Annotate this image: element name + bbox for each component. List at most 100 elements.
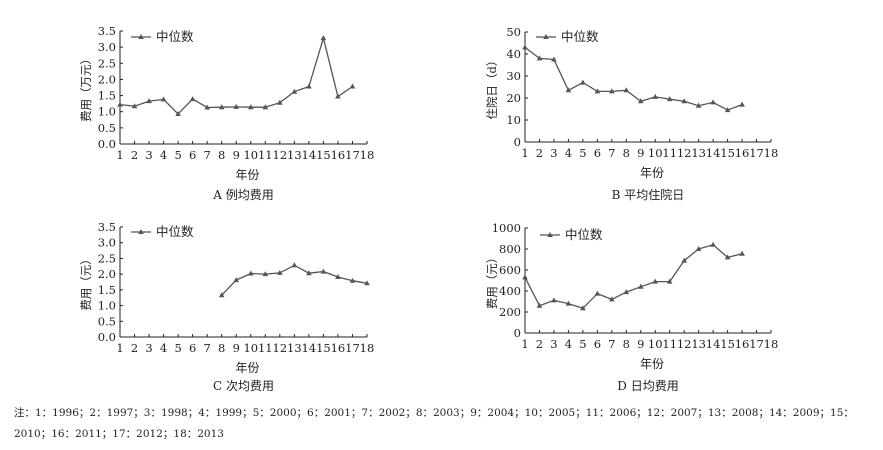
y-tick-label: 1.0 (98, 299, 116, 313)
x-tick-label: 2 (536, 337, 543, 351)
data-point (262, 104, 269, 110)
panel-caption: C 次均费用 (213, 379, 274, 393)
x-tick-label: 6 (189, 341, 196, 355)
y-tick-label: 3.0 (98, 236, 116, 250)
x-tick-label: 16 (331, 148, 346, 162)
x-tick-label: 7 (204, 341, 211, 355)
x-tick-label: 18 (764, 146, 779, 160)
y-tick-label: 0.5 (98, 314, 116, 328)
panel-caption: B 平均住院日 (612, 188, 685, 202)
data-point (277, 269, 283, 275)
data-point (710, 241, 716, 247)
y-tick-label: 3.0 (98, 40, 116, 54)
legend-label: 中位数 (561, 29, 599, 44)
x-tick-label: 12 (677, 337, 692, 351)
data-point (131, 103, 138, 109)
panel-caption: A 例均费用 (212, 188, 273, 202)
data-point (551, 56, 557, 62)
y-tick-label: 3.5 (98, 24, 116, 38)
x-axis-label: 年份 (235, 168, 259, 182)
data-point (609, 296, 615, 302)
x-tick-label: 2 (131, 341, 138, 355)
x-tick-label: 13 (287, 341, 302, 355)
data-point (536, 302, 543, 308)
data-point (189, 96, 196, 102)
data-point (291, 262, 298, 268)
data-point (248, 270, 254, 276)
x-tick-label: 8 (218, 341, 225, 355)
y-tick-label: 0 (514, 326, 521, 340)
series-line (524, 244, 743, 310)
legend-label: 中位数 (156, 29, 194, 44)
y-tick-label: 1.0 (98, 105, 116, 119)
data-point (291, 88, 298, 94)
figure-note: 注：1：1996；2：1997；3：1998；4：1999；5：2000；6：2… (14, 407, 854, 440)
data-point (623, 289, 630, 295)
x-tick-label: 14 (302, 148, 317, 162)
x-tick-label: 17 (345, 341, 360, 355)
y-tick-label: 20 (506, 91, 521, 105)
x-tick-label: 17 (749, 146, 764, 160)
x-tick-label: 12 (273, 148, 288, 162)
data-point (681, 257, 687, 263)
data-point (262, 271, 269, 277)
data-point (594, 88, 601, 94)
x-tick-label: 10 (648, 337, 663, 351)
data-point (320, 35, 327, 41)
data-point (306, 83, 312, 89)
legend-marker-icon (547, 232, 553, 237)
y-tick-label: 2.0 (98, 72, 116, 86)
y-tick-label: 0.0 (98, 330, 116, 344)
legend: 中位数 (536, 29, 599, 44)
data-point (349, 277, 356, 283)
data-point (117, 101, 123, 107)
x-tick-label: 4 (565, 337, 572, 351)
x-tick-label: 3 (550, 146, 557, 160)
y-tick-label: 800 (499, 242, 521, 256)
data-point (609, 88, 615, 94)
x-tick-label: 4 (565, 146, 572, 160)
series-line (119, 35, 353, 115)
x-tick-label: 7 (608, 337, 615, 351)
x-tick-label: 1 (116, 341, 123, 355)
y-tick-label: 1.5 (98, 283, 116, 297)
data-point (666, 96, 673, 102)
legend-label: 中位数 (565, 227, 603, 242)
data-point (204, 104, 210, 110)
x-tick-label: 17 (345, 148, 360, 162)
x-tick-label: 9 (637, 146, 644, 160)
x-tick-label: 15 (316, 148, 331, 162)
y-tick-label: 30 (506, 69, 521, 83)
y-tick-label: 3.5 (98, 220, 116, 234)
data-point (652, 278, 658, 284)
data-point (233, 103, 239, 109)
x-axis-label: 年份 (640, 357, 664, 371)
y-tick-label: 10 (506, 113, 521, 127)
x-tick-label: 5 (174, 341, 181, 355)
data-point (522, 274, 528, 280)
data-point (218, 292, 225, 298)
data-point (594, 290, 601, 296)
x-tick-label: 5 (174, 148, 181, 162)
x-tick-label: 6 (189, 148, 196, 162)
data-point (695, 246, 702, 251)
x-tick-label: 1 (116, 148, 123, 162)
x-tick-label: 5 (579, 146, 586, 160)
data-point (522, 44, 528, 50)
panel-caption: D 日均费用 (617, 379, 678, 393)
x-tick-label: 13 (691, 146, 706, 160)
x-tick-label: 12 (273, 341, 288, 355)
data-point (724, 107, 731, 113)
x-tick-label: 5 (579, 337, 586, 351)
x-tick-label: 16 (735, 146, 750, 160)
x-tick-label: 11 (258, 341, 273, 355)
data-point (277, 99, 283, 105)
data-point (364, 280, 370, 286)
data-point (335, 93, 341, 99)
data-point (695, 102, 702, 108)
x-tick-label: 14 (706, 337, 721, 351)
data-point (724, 254, 731, 260)
x-tick-label: 7 (204, 148, 211, 162)
data-point (565, 300, 572, 306)
